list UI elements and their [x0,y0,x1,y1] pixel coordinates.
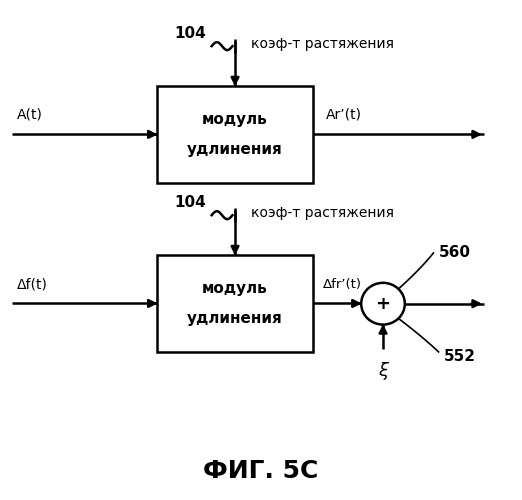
Text: ξ: ξ [378,362,388,380]
Text: удлинения: удлинения [187,311,283,326]
Text: модуль: модуль [202,281,268,296]
Text: +: + [375,294,390,312]
Bar [157,86,313,183]
Text: 552: 552 [444,350,476,364]
Text: коэф-т растяжения: коэф-т растяжения [251,206,394,220]
Text: ФИГ. 5С: ФИГ. 5С [203,460,319,483]
Text: Ar’(t): Ar’(t) [326,108,362,122]
Text: 560: 560 [438,246,470,260]
Text: A(t): A(t) [17,108,43,122]
Bar [157,255,313,352]
Text: модуль: модуль [202,112,268,127]
Text: коэф-т растяжения: коэф-т растяжения [251,36,394,51]
Text: 104: 104 [175,196,207,210]
Text: удлинения: удлинения [187,142,283,157]
Text: Δf(t): Δf(t) [17,277,48,291]
Text: 104: 104 [175,26,207,41]
Text: Δfr’(t): Δfr’(t) [323,278,362,291]
